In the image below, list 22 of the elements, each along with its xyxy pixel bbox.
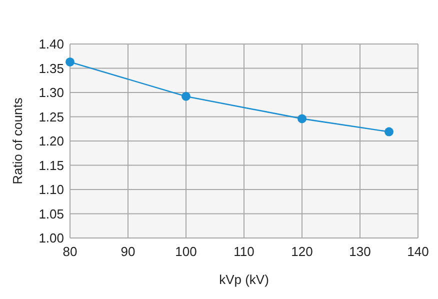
y-tick-label: 1.10	[38, 182, 64, 198]
x-axis-title: kVp (kV)	[219, 272, 269, 287]
x-tick-label: 80	[62, 244, 78, 259]
y-tick-label: 1.15	[38, 158, 64, 173]
x-tick-label: 110	[234, 244, 254, 259]
point	[66, 57, 74, 66]
x-tick-label: 120	[291, 244, 313, 259]
y-tick-label: 1.05	[38, 206, 64, 222]
y-tick-label: 1.40	[38, 36, 64, 52]
y-tick-label: 1.30	[38, 85, 64, 100]
x-tick-label: 90	[120, 244, 136, 259]
point	[182, 92, 190, 101]
x-tick-label: 130	[349, 244, 371, 259]
point	[298, 114, 306, 124]
y-tick-label: 1.00	[38, 230, 64, 246]
x-tick-label: 100	[175, 244, 197, 259]
y-tick-label: 1.25	[38, 109, 64, 124]
y-tick-label: 1.35	[38, 60, 64, 76]
y-axis-title: Ratio of counts	[10, 97, 25, 184]
x-tick-label: 140	[407, 244, 429, 259]
point	[384, 127, 394, 136]
y-tick-label: 1.20	[38, 134, 64, 149]
